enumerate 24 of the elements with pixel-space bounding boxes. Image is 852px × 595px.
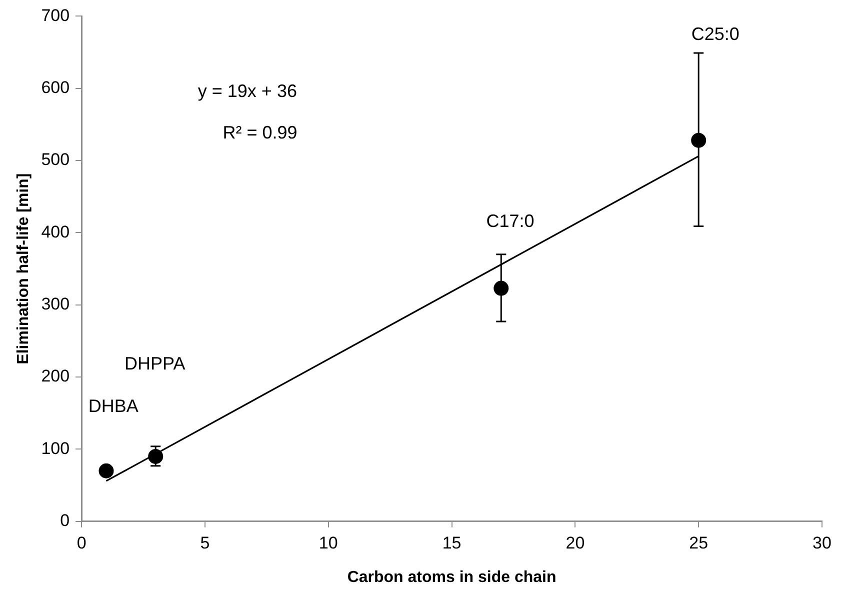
x-tick-label: 30 (812, 533, 832, 552)
y-tick-label: 600 (41, 78, 70, 98)
x-tick-label: 25 (689, 533, 708, 552)
annotation: DHBA (88, 396, 138, 416)
y-tick-label: 300 (41, 294, 70, 314)
x-tick-label: 10 (318, 533, 338, 552)
annotation: C17:0 (486, 210, 534, 231)
annotation: C25:0 (691, 24, 740, 44)
x-tick-label: 5 (200, 533, 210, 552)
x-tick-label: 0 (76, 533, 86, 552)
y-tick-label: 200 (41, 366, 70, 386)
y-tick-label: 400 (41, 222, 70, 242)
y-axis-title: Elimination half-life [min] (15, 173, 32, 364)
point (98, 463, 114, 478)
annotation: R² = 0.99 (222, 122, 298, 142)
x-tick-label: 15 (442, 533, 462, 552)
y-tick-label: 500 (41, 150, 70, 170)
y-tick-label: 700 (41, 6, 70, 25)
x-tick-label: 20 (566, 533, 585, 552)
annotation: y = 19x + 36 (198, 80, 297, 101)
y-tick-label: 100 (41, 438, 70, 458)
y-tick-label: 0 (60, 511, 70, 530)
annotation: DHPPA (124, 353, 186, 374)
x-axis-title: Carbon atoms in side chain (347, 568, 556, 586)
